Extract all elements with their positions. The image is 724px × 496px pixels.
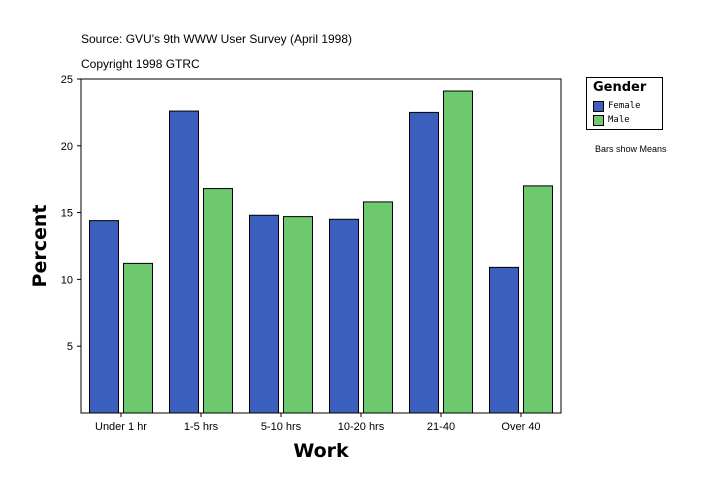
bar-female-4: [409, 111, 439, 414]
bars-note: Bars show Means: [595, 144, 667, 154]
x-axis-title: Work: [293, 440, 349, 462]
y-axis-title: Percent: [29, 205, 51, 288]
legend: Gender Female Male: [586, 77, 663, 130]
y-tick-label: 10: [61, 274, 73, 286]
bar-male-0: [123, 262, 153, 414]
bar-female-3: [329, 218, 359, 414]
bar-male-4: [443, 90, 473, 414]
bar-male-5: [523, 185, 553, 414]
y-tick-label: 5: [67, 341, 73, 353]
legend-label-female: Female: [608, 101, 641, 111]
bar-female-2: [249, 214, 279, 414]
legend-item-male: Male: [593, 114, 630, 126]
legend-swatch-male: [593, 114, 604, 126]
x-tick-label: Under 1 hr: [95, 421, 147, 433]
bar-female-0: [89, 220, 119, 414]
bar-female-5: [489, 266, 519, 414]
x-tick-label: Over 40: [501, 421, 540, 433]
x-tick-label: 1-5 hrs: [184, 421, 219, 433]
bar-male-2: [283, 216, 313, 414]
y-tick-label: 25: [61, 74, 73, 86]
y-tick-label: 15: [61, 208, 73, 220]
legend-title: Gender: [593, 80, 647, 95]
bar-male-3: [363, 201, 393, 414]
bar-female-1: [169, 110, 199, 414]
legend-swatch-female: [593, 100, 604, 112]
legend-item-female: Female: [593, 100, 641, 112]
x-tick-label: 10-20 hrs: [338, 421, 385, 433]
copyright-text: Copyright 1998 GTRC: [81, 57, 200, 71]
source-text: Source: GVU's 9th WWW User Survey (April…: [81, 32, 353, 46]
plot-area: [80, 78, 562, 414]
legend-label-male: Male: [608, 115, 630, 125]
bar-male-1: [203, 188, 233, 414]
y-tick-label: 20: [61, 141, 73, 153]
x-tick-label: 5-10 hrs: [261, 421, 302, 433]
x-tick-label: 21-40: [427, 421, 455, 433]
